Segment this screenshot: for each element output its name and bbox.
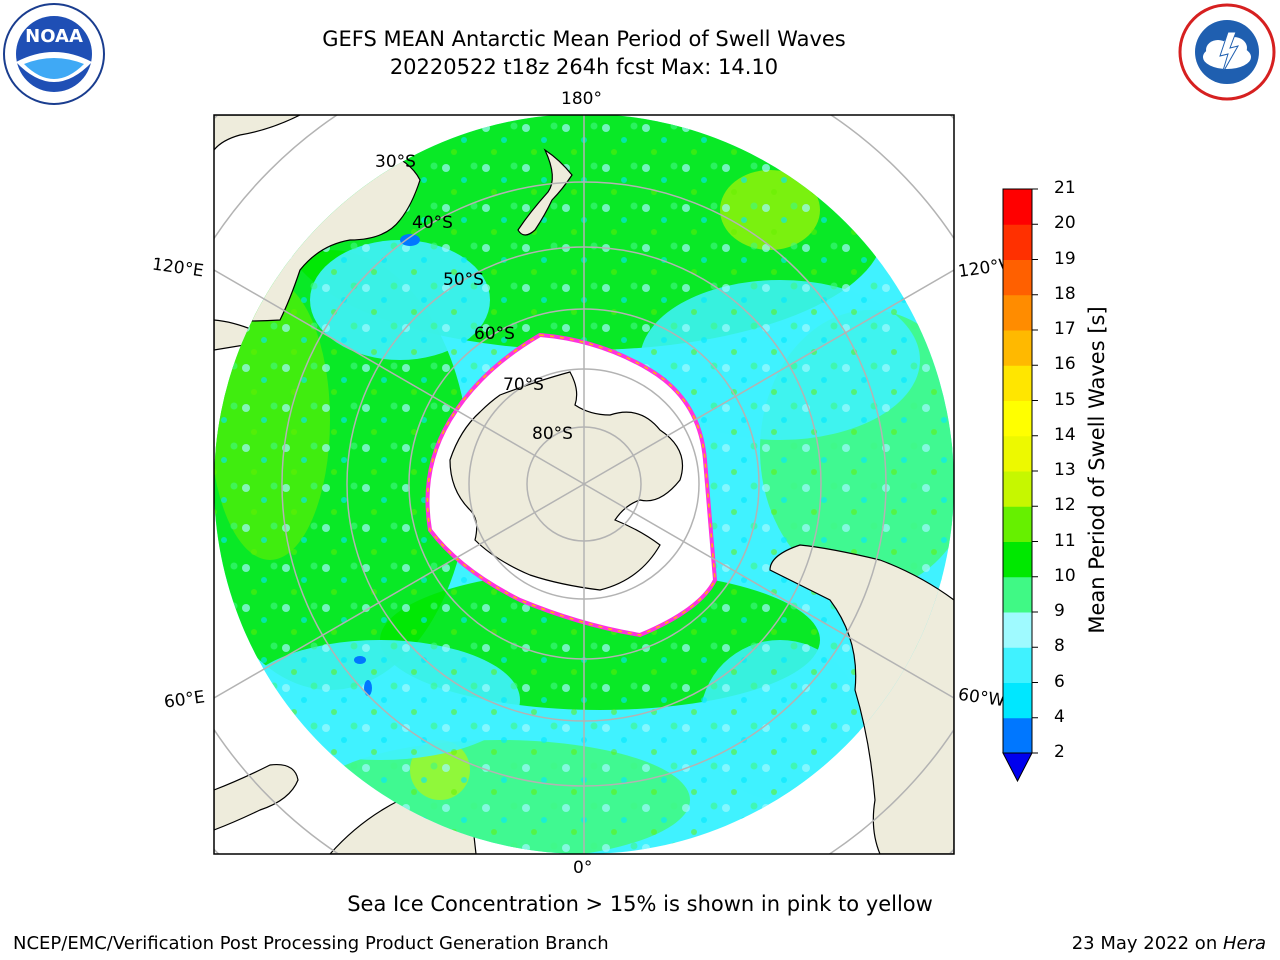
lon-label-180: 180° xyxy=(561,89,602,109)
footer-host: Hera xyxy=(1222,933,1266,954)
lat-label-60s: 60°S xyxy=(474,324,515,344)
map-frame xyxy=(213,114,955,855)
colorbar-bin-6-8 xyxy=(1003,647,1032,683)
lat-label-70s: 70°S xyxy=(503,375,544,395)
chart-title: GEFS MEAN Antarctic Mean Period of Swell… xyxy=(322,27,846,51)
noaa-logo: NOAA xyxy=(3,3,105,105)
colorbar-tick-label: 10 xyxy=(1054,565,1076,586)
colorbar-bin-17-18 xyxy=(1003,294,1032,331)
colorbar-tick-label: 11 xyxy=(1054,530,1076,551)
sea-ice-caption: Sea Ice Concentration > 15% is shown in … xyxy=(347,892,933,916)
antarctica-land xyxy=(449,371,684,591)
colorbar-bin-18-19 xyxy=(1003,259,1032,296)
colorbar-tick-label: 15 xyxy=(1054,389,1076,410)
colorbar-bin-13-14 xyxy=(1003,435,1032,472)
chart-subtitle: 20220522 t18z 264h fcst Max: 14.10 xyxy=(389,55,779,79)
colorbar-tick-label: 14 xyxy=(1054,424,1076,445)
colorbar-bin-14-15 xyxy=(1003,400,1032,437)
colorbar-bin-11-12 xyxy=(1003,506,1032,542)
colorbar-bin-10-11 xyxy=(1003,541,1032,578)
colorbar-tick-label: 6 xyxy=(1054,671,1065,692)
colorbar-tick-label: 21 xyxy=(1054,178,1076,198)
colorbar-bin-16-17 xyxy=(1003,330,1032,366)
colorbar-bin-20-21 xyxy=(1003,189,1032,225)
colorbar-bin-2-4 xyxy=(1003,717,1032,754)
noaa-logo-text: NOAA xyxy=(25,26,83,47)
new-zealand-land xyxy=(517,148,573,236)
colorbar-bin-8-9 xyxy=(1003,612,1032,648)
colorbar-bin-4-6 xyxy=(1003,682,1032,719)
lat-label-80s: 80°S xyxy=(532,424,573,444)
colorbar-bin-19-20 xyxy=(1003,224,1032,260)
colorbar-bin-9-10 xyxy=(1003,576,1032,613)
colorbar-tick-label: 2 xyxy=(1054,742,1065,762)
colorbar-tick-label: 12 xyxy=(1054,495,1076,516)
colorbar-label: Mean Period of Swell Waves [s] xyxy=(1085,306,1109,634)
colorbar-bin-15-16 xyxy=(1003,365,1032,401)
footer-producer: NCEP/EMC/Verification Post Processing Pr… xyxy=(13,933,609,954)
lon-label-0: 0° xyxy=(573,858,593,878)
colorbar-tick-label: 18 xyxy=(1054,283,1076,304)
colorbar-tick-label: 4 xyxy=(1054,706,1065,727)
lat-label-30s: 30°S xyxy=(375,152,416,172)
colorbar-tick-label: 19 xyxy=(1054,248,1076,269)
footer-date-text: 23 May 2022 on xyxy=(1071,933,1223,954)
lat-label-40s: 40°S xyxy=(412,213,453,233)
footer-date: 23 May 2022 on Hera xyxy=(1072,933,1266,954)
colorbar-under-triangle xyxy=(1002,752,1033,783)
colorbar-tick-label: 13 xyxy=(1054,460,1076,480)
colorbar-tick-label: 16 xyxy=(1054,354,1076,375)
colorbar-tick-label: 9 xyxy=(1054,601,1065,621)
nws-logo xyxy=(1178,3,1276,101)
colorbar-tick-label: 20 xyxy=(1054,213,1076,234)
colorbar-tick-label: 8 xyxy=(1054,636,1065,657)
sea-ice-edge-yellow xyxy=(426,334,716,636)
lat-label-50s: 50°S xyxy=(443,270,484,290)
meridians xyxy=(214,115,954,854)
colorbar-bin-12-13 xyxy=(1003,471,1032,507)
colorbar-tick-label: 17 xyxy=(1054,319,1076,339)
